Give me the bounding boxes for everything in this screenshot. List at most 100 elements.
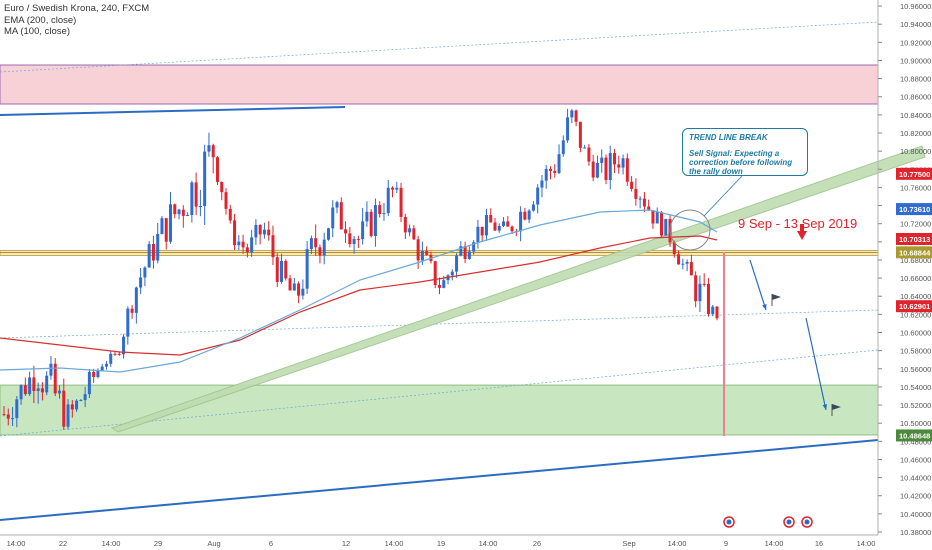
time-tick-label: 29 xyxy=(154,539,162,548)
candle xyxy=(6,408,10,426)
candle xyxy=(66,399,70,430)
time-tick-label: 14:00 xyxy=(385,539,404,548)
candle xyxy=(711,304,715,317)
candle-body xyxy=(523,211,527,220)
price-tick-label: 10.40000 xyxy=(900,510,931,519)
candle xyxy=(531,200,535,212)
candle xyxy=(548,166,552,180)
candle xyxy=(480,226,484,242)
candle-body xyxy=(156,233,160,261)
price-tick-label: 10.90000 xyxy=(900,56,931,65)
candle-body xyxy=(634,188,638,199)
candle xyxy=(613,148,617,173)
candle xyxy=(352,235,356,254)
price-tick-label: 10.42000 xyxy=(900,492,931,501)
candle-body xyxy=(314,238,318,248)
candle xyxy=(630,176,634,192)
candle xyxy=(689,254,693,276)
candle xyxy=(378,201,382,218)
candle-body xyxy=(23,385,27,395)
candle-body xyxy=(292,283,296,291)
candle xyxy=(408,224,412,237)
candle xyxy=(100,363,104,372)
candle-body xyxy=(15,399,19,419)
candle xyxy=(433,260,437,289)
candle xyxy=(96,368,100,379)
candle-body xyxy=(151,244,155,261)
candle-body xyxy=(715,306,719,319)
candle-body xyxy=(476,226,480,243)
candle xyxy=(395,181,399,193)
candle-body xyxy=(194,182,198,207)
price-tick-label: 10.72000 xyxy=(900,220,931,229)
candle xyxy=(181,205,185,228)
candle xyxy=(647,199,651,212)
candle xyxy=(369,209,373,238)
flag-icon xyxy=(772,294,781,300)
candle xyxy=(326,227,330,241)
flag-icon xyxy=(832,404,841,410)
candle-body xyxy=(100,366,104,371)
candle-body xyxy=(130,308,134,313)
candle xyxy=(655,207,659,224)
candle xyxy=(40,382,44,401)
candle xyxy=(489,208,493,223)
time-tick-label: 22 xyxy=(59,539,67,548)
candle xyxy=(301,279,305,300)
candle-body xyxy=(561,140,565,155)
candle-body xyxy=(702,283,706,285)
candle xyxy=(416,235,420,269)
candle-body xyxy=(198,206,202,208)
candle-body xyxy=(2,414,6,416)
time-tick-label: 14:00 xyxy=(102,539,121,548)
price-tick-label: 10.66000 xyxy=(900,274,931,283)
projection-arrows xyxy=(749,259,828,411)
candle xyxy=(147,241,151,268)
candle-body xyxy=(224,192,228,209)
candle xyxy=(224,188,228,215)
candle xyxy=(75,399,79,412)
candle-body xyxy=(604,157,608,180)
candle xyxy=(600,149,604,173)
candle-body xyxy=(378,205,382,215)
candle-body xyxy=(617,164,621,168)
event-icon xyxy=(801,516,813,528)
candle-body xyxy=(408,228,412,233)
candle-body xyxy=(630,181,634,189)
candle-body xyxy=(53,363,57,394)
price-tick-label: 10.92000 xyxy=(900,38,931,47)
candle-body xyxy=(275,257,279,282)
candle-body xyxy=(301,288,305,296)
candle xyxy=(608,145,612,190)
candle-body xyxy=(672,242,676,255)
candle-body xyxy=(339,202,343,230)
time-tick-label: 16 xyxy=(815,539,823,548)
candle xyxy=(275,253,279,288)
price-tick-label: 10.68000 xyxy=(900,256,931,265)
price-tick-label: 10.80000 xyxy=(900,147,931,156)
candle xyxy=(19,384,23,405)
candle-body xyxy=(113,353,117,355)
candle xyxy=(484,208,488,241)
candle xyxy=(373,198,377,247)
price-tick-label: 10.84000 xyxy=(900,111,931,120)
candle-body xyxy=(519,211,523,232)
note-body: Sell Signal: Expecting a correction befo… xyxy=(689,149,793,176)
candle-body xyxy=(220,181,224,193)
candle-body xyxy=(698,283,702,302)
candle-body xyxy=(403,216,407,233)
candle-body xyxy=(258,224,262,235)
candle-body xyxy=(233,220,237,246)
price-tick-label: 10.88000 xyxy=(900,75,931,84)
candle xyxy=(519,206,523,242)
candle-body xyxy=(399,187,403,217)
candle xyxy=(382,203,386,221)
candle xyxy=(476,219,480,249)
candle-body xyxy=(36,388,40,391)
trend-break-note[interactable]: TREND LINE BREAK Sell Signal: Expecting … xyxy=(682,128,808,176)
price-tick-label: 10.76000 xyxy=(900,183,931,192)
candle xyxy=(241,234,245,254)
time-axis: 14:00 22 14:00 29 Aug 6 12 14:00 19 14:00 26 Sep 14:… xyxy=(0,534,878,548)
candle-body xyxy=(211,145,215,158)
